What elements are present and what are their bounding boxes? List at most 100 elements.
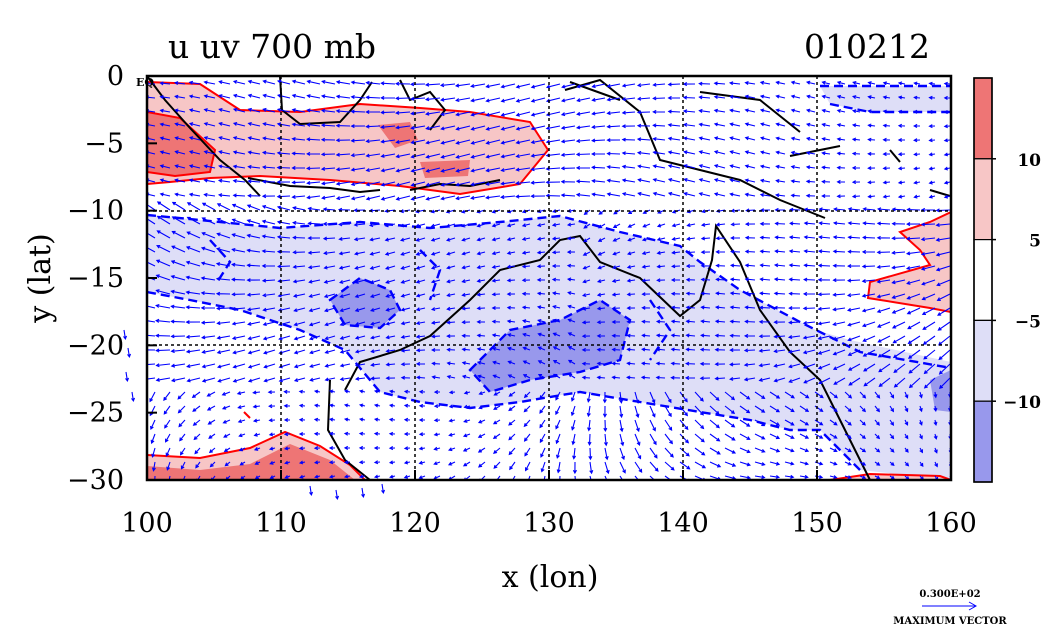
wind-vector-arrow: [262, 335, 276, 341]
x-tick-label: 140: [657, 508, 709, 539]
wind-vector-arrow: [649, 391, 656, 404]
wind-vector-arrow: [817, 277, 831, 282]
wind-vector-arrow: [343, 403, 351, 408]
wind-vector-arrow: [491, 333, 501, 338]
wind-vector-arrow: [621, 124, 636, 129]
wind-vector-arrow: [698, 108, 711, 113]
wind-vector-arrow: [127, 347, 132, 359]
wind-vector-arrow: [385, 321, 396, 326]
wind-vector-arrow: [308, 293, 321, 298]
wind-vector-arrow: [922, 335, 936, 345]
wind-vector-arrow: [395, 167, 411, 173]
wind-vector-arrow: [714, 376, 726, 381]
wind-vector-arrow: [891, 236, 906, 241]
wind-vector-arrow: [188, 108, 201, 113]
wind-vector-arrow: [231, 321, 246, 326]
wind-vector-arrow: [581, 375, 591, 380]
wind-vector-arrow: [201, 217, 216, 225]
colorbar-tick-label: −5: [1015, 312, 1041, 332]
wind-vector-arrow: [851, 165, 861, 170]
wind-vector-arrow: [652, 164, 666, 169]
wind-vector-arrow: [626, 319, 636, 324]
wind-vector-arrow: [667, 164, 681, 169]
wind-vector-arrow: [874, 447, 881, 453]
wind-vector-arrow: [476, 292, 486, 297]
wind-vector-arrow: [388, 389, 396, 394]
wind-vector-arrow: [193, 433, 201, 441]
wind-vector-arrow: [365, 181, 381, 187]
wind-vector-arrow: [694, 391, 704, 402]
wind-vector-arrow: [551, 264, 560, 268]
wind-vector-arrow: [395, 139, 411, 144]
wind-vector-arrow: [775, 164, 786, 169]
wind-vector-arrow: [906, 222, 921, 227]
wind-vector-arrow: [709, 447, 721, 455]
wind-vector-arrow: [656, 237, 666, 242]
wind-vector-arrow: [891, 293, 906, 299]
wind-vector-arrow: [788, 277, 801, 282]
wind-vector-arrow: [358, 403, 366, 408]
wind-vector-arrow: [694, 461, 707, 469]
wind-vector-arrow: [455, 125, 471, 131]
wind-vector-arrow: [829, 433, 838, 439]
wind-vector-arrow: [862, 207, 876, 212]
wind-vector-arrow: [664, 391, 672, 404]
wind-vector-arrow: [358, 460, 366, 465]
wind-vector-arrow: [491, 278, 501, 283]
wind-vector-arrow: [555, 405, 561, 416]
wind-vector-arrow: [814, 447, 824, 453]
wind-vector-arrow: [852, 80, 861, 85]
wind-vector-arrow: [232, 150, 246, 155]
wind-vector-arrow: [882, 109, 891, 114]
wind-vector-arrow: [832, 292, 846, 297]
wind-vector-arrow: [410, 181, 426, 187]
wind-vector-arrow: [897, 166, 906, 171]
wind-vector-arrow: [571, 433, 576, 446]
coastline-new-guinea: [564, 78, 826, 219]
wind-vector-arrow: [194, 447, 201, 455]
wind-vector-arrow: [192, 405, 201, 412]
wind-vector-arrow: [775, 122, 786, 127]
wind-vector-arrow: [829, 447, 838, 452]
wind-vector-arrow: [867, 166, 876, 171]
wind-vector-arrow: [323, 265, 336, 270]
wind-vector-arrow: [649, 405, 656, 418]
wind-vector-arrow: [159, 136, 171, 141]
wind-vector-arrow: [185, 334, 201, 339]
wind-vector-arrow: [440, 153, 456, 159]
wind-vector-arrow: [440, 139, 456, 145]
wind-vector-arrow: [201, 231, 216, 239]
wind-vector-arrow: [170, 334, 186, 339]
wind-vector-arrow: [231, 233, 246, 239]
wind-vector-arrow: [232, 178, 246, 184]
wind-vector-arrow: [555, 447, 561, 459]
wind-vector-arrow: [606, 97, 621, 102]
wind-vector-arrow: [739, 405, 751, 414]
wind-vector-arrow: [603, 433, 608, 447]
wind-vector-arrow: [649, 461, 659, 472]
wind-vector-arrow: [655, 319, 666, 324]
wind-vector-arrow: [832, 321, 846, 327]
wind-vector-arrow: [309, 377, 321, 382]
wind-vector-arrow: [773, 334, 786, 339]
wind-vector-arrow: [744, 178, 756, 183]
grid-lines: [147, 76, 951, 480]
wind-vector-arrow: [642, 223, 651, 228]
wind-vector-arrow: [418, 460, 426, 465]
wind-vector-arrow: [937, 307, 951, 316]
wind-vector-arrow: [713, 178, 726, 183]
wind-vector-arrow: [655, 347, 666, 352]
wind-vector-arrow: [261, 249, 276, 254]
wind-vector-arrow: [339, 335, 351, 340]
wind-vector-arrow: [844, 391, 853, 399]
wind-vector-arrow: [247, 321, 261, 326]
wind-vector-arrow: [455, 97, 471, 103]
wind-vector-arrow: [744, 235, 756, 240]
wind-vector-arrow: [218, 80, 231, 85]
wind-vector-arrow: [313, 431, 321, 436]
wind-vector-arrow: [163, 391, 171, 402]
wind-vector-arrow: [833, 207, 846, 212]
wind-vector-arrow: [928, 95, 936, 100]
wind-vector-arrow: [539, 391, 546, 400]
wind-vector-arrow: [313, 403, 321, 408]
